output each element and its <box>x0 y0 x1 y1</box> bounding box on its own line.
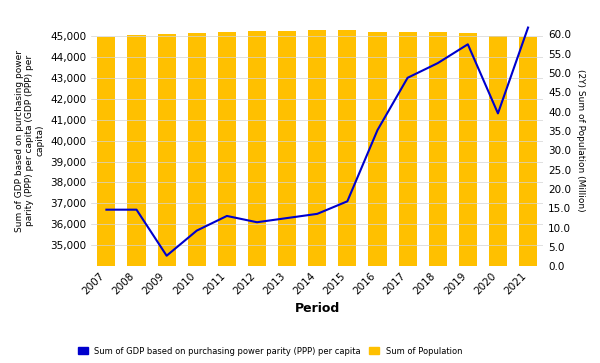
Bar <box>188 33 206 266</box>
Y-axis label: (2Y) Sum of Population (Million): (2Y) Sum of Population (Million) <box>576 69 585 212</box>
Bar <box>127 35 146 266</box>
Bar <box>218 32 236 266</box>
Y-axis label: Sum of GDP based on purchasing power
parity (PPP) per capita (GDP (PPP) per
capi: Sum of GDP based on purchasing power par… <box>15 50 45 232</box>
Bar <box>308 30 326 266</box>
Bar <box>158 34 176 266</box>
Bar <box>248 31 266 266</box>
Bar <box>519 37 537 266</box>
Bar <box>459 33 477 266</box>
Legend: Sum of GDP based on purchasing power parity (PPP) per capita, Sum of Population: Sum of GDP based on purchasing power par… <box>74 343 466 359</box>
X-axis label: Period: Period <box>295 302 340 315</box>
Bar <box>368 32 386 266</box>
Bar <box>428 32 447 266</box>
Bar <box>338 30 356 266</box>
Bar <box>278 31 296 266</box>
Bar <box>398 32 416 266</box>
Bar <box>489 36 507 266</box>
Bar <box>97 37 115 266</box>
